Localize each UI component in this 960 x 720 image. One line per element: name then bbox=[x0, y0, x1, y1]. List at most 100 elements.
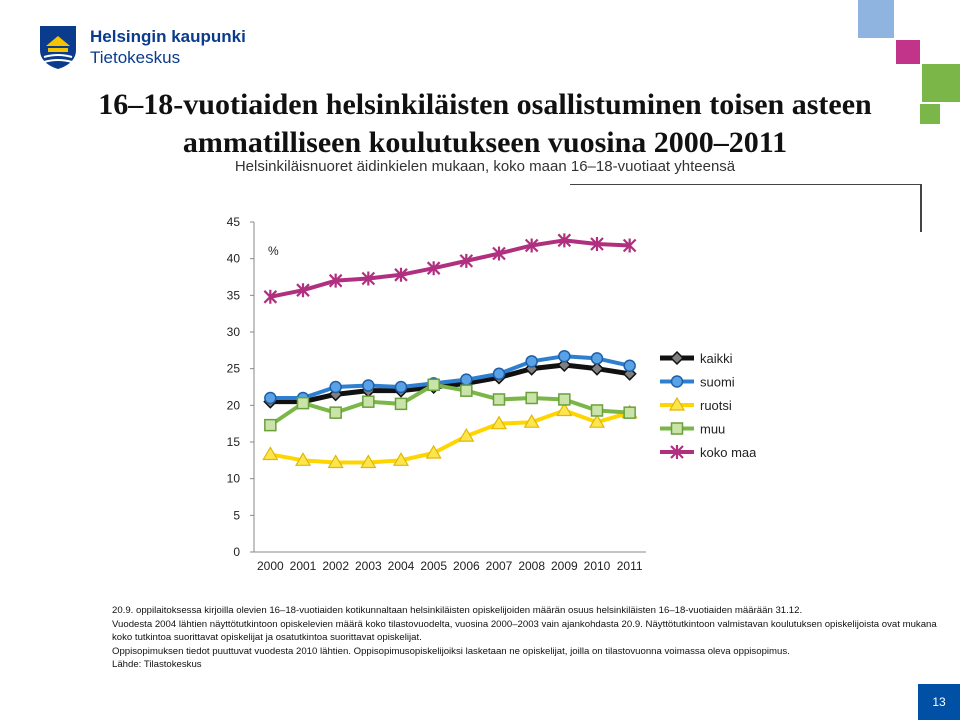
data-point-muu bbox=[558, 393, 571, 406]
data-point-ruotsi bbox=[523, 414, 540, 428]
y-tick-label: 0 bbox=[233, 545, 240, 559]
data-point-koko-maa bbox=[590, 237, 604, 251]
data-point-suomi bbox=[460, 373, 473, 386]
data-point-suomi bbox=[329, 380, 342, 394]
legend-marker-suomi bbox=[670, 375, 684, 388]
data-point-muu bbox=[427, 378, 440, 392]
data-point-muu bbox=[623, 406, 636, 419]
x-tick-label: 2009 bbox=[551, 559, 578, 573]
y-tick-label: 15 bbox=[227, 435, 241, 449]
data-point-suomi bbox=[264, 391, 277, 405]
legend-label-suomi: suomi bbox=[700, 375, 735, 390]
data-point-muu bbox=[329, 406, 342, 419]
x-tick-label: 2002 bbox=[322, 559, 349, 573]
y-tick-label: 30 bbox=[227, 325, 241, 339]
data-point-suomi bbox=[492, 367, 506, 381]
footnotes: 20.9. oppilaitoksessa kirjoilla olevien … bbox=[112, 604, 942, 672]
line-chart: 0 5 10 15 20 25 30 35 40 45 2000 2001 2002 2003 2004 20… bbox=[227, 215, 756, 573]
legend-label-muu: muu bbox=[700, 422, 725, 437]
legend-label-koko-maa: koko maa bbox=[700, 445, 756, 460]
helsinki-crest-icon bbox=[40, 26, 76, 69]
series-line-ruotsi bbox=[269, 408, 631, 465]
y-tick-label: 20 bbox=[227, 398, 241, 412]
data-point-koko-maa bbox=[622, 238, 637, 253]
data-point-ruotsi bbox=[458, 427, 475, 442]
y-tick-label: 25 bbox=[227, 362, 241, 376]
data-point-koko-maa bbox=[328, 273, 343, 288]
page-number: 13 bbox=[918, 684, 960, 720]
footnote-3: Oppisopimuksen tiedot puuttuvat vuodesta… bbox=[112, 645, 790, 657]
data-point-koko-maa bbox=[296, 283, 310, 298]
x-tick-label: 2004 bbox=[388, 559, 415, 573]
data-point-ruotsi bbox=[327, 454, 344, 469]
legend-label-kaikki: kaikki bbox=[700, 351, 733, 366]
footnote-source: Lähde: Tilastokeskus bbox=[112, 659, 202, 671]
data-point-kaikki bbox=[589, 361, 605, 376]
legend-marker-muu bbox=[670, 422, 684, 435]
x-tick-label: 2005 bbox=[420, 559, 447, 573]
chart-frame-right bbox=[920, 184, 922, 232]
series-line-suomi bbox=[270, 354, 631, 400]
legend-marker-kaikki bbox=[669, 350, 685, 366]
data-point-koko-maa bbox=[426, 261, 441, 276]
data-point-koko-maa bbox=[394, 267, 408, 282]
data-point-koko-maa bbox=[361, 271, 376, 286]
data-point-muu bbox=[394, 397, 408, 411]
page-subtitle: Helsinkiläisnuoret äidinkielen mukaan, k… bbox=[234, 158, 736, 175]
data-point-koko-maa bbox=[263, 289, 278, 304]
y-axis-label: % bbox=[268, 244, 279, 258]
page-title: 16–18-vuotiaiden helsinkiläisten osallis… bbox=[98, 88, 872, 159]
x-tick-label: 2011 bbox=[617, 559, 643, 573]
data-point-ruotsi bbox=[490, 415, 508, 430]
data-point-ruotsi bbox=[360, 454, 377, 469]
deco-square-blue bbox=[858, 0, 894, 38]
data-point-muu bbox=[460, 384, 473, 397]
legend-label-ruotsi: ruotsi bbox=[700, 398, 732, 413]
data-point-koko-maa bbox=[492, 246, 506, 261]
y-tick-label: 5 bbox=[233, 508, 240, 522]
y-tick-label: 40 bbox=[227, 252, 241, 266]
x-tick-label: 2007 bbox=[486, 559, 513, 573]
y-tick-label: 10 bbox=[227, 472, 241, 486]
series-line-koko-maa bbox=[269, 238, 630, 299]
data-point-muu bbox=[296, 396, 310, 410]
y-tick-label: 35 bbox=[227, 288, 241, 302]
deco-square-magenta bbox=[896, 40, 920, 64]
footnote-2: Vuodesta 2004 lähtien näyttötutkintoon o… bbox=[112, 618, 937, 644]
data-point-muu bbox=[590, 404, 604, 417]
data-point-muu bbox=[492, 393, 506, 406]
data-point-muu bbox=[525, 391, 538, 405]
data-point-koko-maa bbox=[557, 233, 572, 248]
deco-square-green-small bbox=[920, 104, 940, 124]
data-point-kaikki bbox=[557, 357, 572, 373]
data-point-ruotsi bbox=[262, 446, 279, 461]
data-point-muu bbox=[264, 418, 277, 432]
helsinki-logo: Helsingin kaupunki Tietokeskus bbox=[38, 24, 248, 72]
data-point-ruotsi bbox=[294, 452, 312, 466]
x-tick-label: 2000 bbox=[257, 559, 284, 573]
data-point-koko-maa bbox=[524, 238, 539, 253]
x-tick-label: 2001 bbox=[290, 559, 317, 573]
x-tick-label: 2003 bbox=[355, 559, 382, 573]
data-point-suomi bbox=[590, 352, 604, 365]
data-point-ruotsi bbox=[588, 414, 606, 428]
data-point-ruotsi bbox=[556, 402, 573, 417]
data-point-ruotsi bbox=[392, 452, 410, 466]
deco-square-green bbox=[922, 64, 960, 102]
x-tick-label: 2006 bbox=[453, 559, 480, 573]
legend-marker-koko-maa bbox=[670, 445, 684, 459]
data-point-ruotsi bbox=[425, 444, 442, 459]
x-tick-label: 2008 bbox=[518, 559, 545, 573]
org-name: Helsingin kaupunki bbox=[90, 27, 246, 46]
footnote-1: 20.9. oppilaitoksessa kirjoilla olevien … bbox=[112, 605, 803, 616]
legend-marker-ruotsi bbox=[668, 396, 686, 411]
data-point-suomi bbox=[558, 349, 571, 363]
y-tick-label: 45 bbox=[227, 215, 241, 229]
x-tick-label: 2010 bbox=[584, 559, 611, 573]
data-point-koko-maa bbox=[459, 253, 474, 268]
data-point-suomi bbox=[362, 379, 375, 392]
data-point-suomi bbox=[623, 359, 636, 372]
data-point-suomi bbox=[394, 380, 408, 394]
chart-frame-top bbox=[570, 184, 922, 185]
data-point-muu bbox=[362, 395, 375, 408]
